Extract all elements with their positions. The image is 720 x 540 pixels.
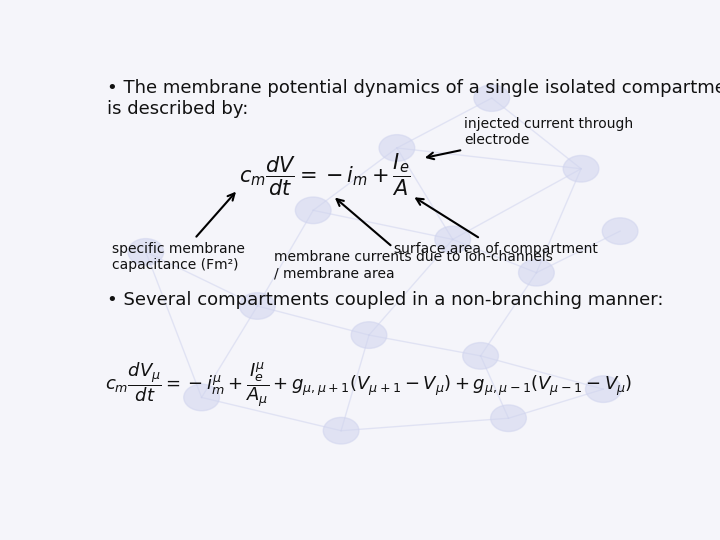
Text: • The membrane potential dynamics of a single isolated compartment: • The membrane potential dynamics of a s… [107, 79, 720, 97]
Text: $c_m \dfrac{dV_{\mu}}{dt} = -i_m^{\mu} + \dfrac{I_e^{\mu}}{A_{\mu}} + g_{\mu,\mu: $c_m \dfrac{dV_{\mu}}{dt} = -i_m^{\mu} +… [105, 361, 633, 409]
Circle shape [490, 405, 526, 431]
Text: is described by:: is described by: [107, 100, 248, 118]
Circle shape [563, 156, 599, 182]
Text: $c_m \dfrac{dV}{dt} = -i_m + \dfrac{I_e}{A}$: $c_m \dfrac{dV}{dt} = -i_m + \dfrac{I_e}… [238, 152, 410, 198]
Text: injected current through
electrode: injected current through electrode [427, 117, 633, 159]
Circle shape [435, 226, 471, 253]
Circle shape [474, 85, 510, 111]
Text: membrane currents due to ion-channels
/ membrane area: membrane currents due to ion-channels / … [274, 199, 553, 280]
Text: specific membrane
capacitance (Fm²): specific membrane capacitance (Fm²) [112, 193, 246, 272]
Circle shape [128, 239, 163, 265]
Circle shape [463, 342, 498, 369]
Text: • Several compartments coupled in a non-branching manner:: • Several compartments coupled in a non-… [107, 292, 663, 309]
Circle shape [184, 384, 220, 411]
Circle shape [602, 218, 638, 245]
Circle shape [585, 376, 621, 402]
Circle shape [295, 197, 331, 224]
Circle shape [240, 293, 275, 319]
Text: surface area of compartment: surface area of compartment [394, 199, 598, 255]
Circle shape [323, 417, 359, 444]
Circle shape [518, 259, 554, 286]
Circle shape [351, 322, 387, 348]
Circle shape [379, 134, 415, 161]
